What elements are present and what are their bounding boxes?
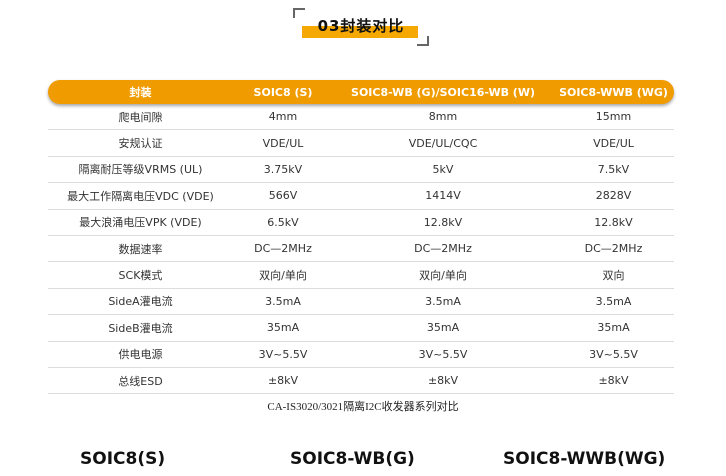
table-cell: 数据速率 <box>118 242 163 256</box>
table-header: 封装 SOIC8 (S) SOIC8-WB (G)/SOIC16-WB (W) … <box>48 80 674 104</box>
table-cell: 8mm <box>428 110 458 124</box>
table-row: SideA灌电流 3.5mA 3.5mA 3.5mA <box>48 289 674 316</box>
table-cell: ±8kV <box>598 374 629 388</box>
table-cell: 6.5kV <box>267 215 299 229</box>
section-title: 03封装对比 <box>293 8 429 46</box>
table-cell: 4mm <box>268 110 298 124</box>
table-row: 隔离耐压等级VRMS (UL) 3.75kV 5kV 7.5kV <box>48 157 674 184</box>
corner-bracket-decoration <box>293 8 305 18</box>
package-label: SOIC8-WWB(WG) <box>503 449 666 469</box>
table-cell: DC—2MHz <box>414 242 472 256</box>
table-cell: 双向/单向 <box>259 269 307 283</box>
table-cell: DC—2MHz <box>584 242 643 256</box>
table-row: SideB灌电流 35mA 35mA 35mA <box>48 315 674 342</box>
table-cell: 3V~5.5V <box>589 347 638 361</box>
table-row: 数据速率 DC—2MHz DC—2MHz DC—2MHz <box>48 236 674 263</box>
table-cell: 35mA <box>597 321 630 335</box>
header-cell: SOIC8-WWB (WG) <box>559 85 668 99</box>
table-cell: 3.5mA <box>425 294 461 308</box>
table-cell: SideB灌电流 <box>108 321 173 335</box>
table-row: 安规认证 VDE/UL VDE/UL/CQC VDE/UL <box>48 130 674 157</box>
table-cell: ±8kV <box>427 374 459 388</box>
table-cell: SCK模式 <box>118 269 163 283</box>
table-cell: 3.5mA <box>265 294 301 308</box>
header-cell: SOIC8-WB (G)/SOIC16-WB (W) <box>351 85 535 99</box>
table-row: 总线ESD ±8kV ±8kV ±8kV <box>48 368 674 395</box>
table-cell: 35mA <box>426 321 460 335</box>
table-caption: CA-IS3020/3021隔离I2C收发器系列对比 <box>267 401 459 413</box>
table-row: 供电电源 3V~5.5V 3V~5.5V 3V~5.5V <box>48 342 674 368</box>
corner-bracket-decoration <box>417 36 429 46</box>
table-cell: 12.8kV <box>423 215 463 229</box>
table-cell: 5kV <box>432 162 454 176</box>
table-cell: 12.8kV <box>594 215 633 229</box>
package-label: SOIC8-WB(G) <box>290 449 415 469</box>
table-row: 爬电间隙 4mm 8mm 15mm <box>48 104 674 131</box>
table-cell: 566V <box>268 189 298 203</box>
table-cell: DC—2MHz <box>254 242 312 256</box>
table-row: SCK模式 双向/单向 双向/单向 双向 <box>48 262 674 289</box>
header-cell: SOIC8 (S) <box>253 85 313 99</box>
section-title-text: 03封装对比 <box>317 17 405 35</box>
table-row: 最大浪涌电压VPK (VDE) 6.5kV 12.8kV 12.8kV <box>48 210 674 236</box>
table-cell: SideA灌电流 <box>108 295 173 309</box>
table-cell: 2828V <box>595 189 632 203</box>
table-cell: 1414V <box>425 189 461 203</box>
table-cell: 总线ESD <box>118 374 163 388</box>
table-cell: 35mA <box>266 321 300 335</box>
table-cell: 隔离耐压等级VRMS (UL) <box>78 163 203 177</box>
table-cell: 双向 <box>602 269 625 283</box>
table-cell: 供电电源 <box>118 348 163 362</box>
table-cell: 15mm <box>595 110 632 124</box>
header-cell: 封装 <box>129 86 152 99</box>
title-highlight <box>302 26 418 38</box>
comparison-table: 封装 SOIC8 (S) SOIC8-WB (G)/SOIC16-WB (W) … <box>48 80 674 395</box>
table-cell: VDE/UL/CQC <box>408 136 478 150</box>
package-label: SOIC8(S) <box>80 449 166 469</box>
table-cell: 爬电间隙 <box>118 110 163 124</box>
table-cell: 安规认证 <box>118 137 163 151</box>
table-cell: 最大浪涌电压VPK (VDE) <box>79 216 202 230</box>
table-cell: 双向/单向 <box>419 269 467 283</box>
table-cell: VDE/UL <box>262 136 304 150</box>
table-cell: 7.5kV <box>597 162 630 176</box>
table-cell: ±8kV <box>267 374 299 388</box>
table-cell: VDE/UL <box>593 136 634 150</box>
table-cell: 3.75kV <box>263 162 303 176</box>
table-row: 最大工作隔离电压VDC (VDE) 566V 1414V 2828V <box>48 183 674 210</box>
table-cell: 最大工作隔离电压VDC (VDE) <box>67 189 214 203</box>
table-cell: 3.5mA <box>595 294 632 308</box>
table-cell: 3V~5.5V <box>418 347 468 361</box>
table-cell: 3V~5.5V <box>258 347 308 361</box>
